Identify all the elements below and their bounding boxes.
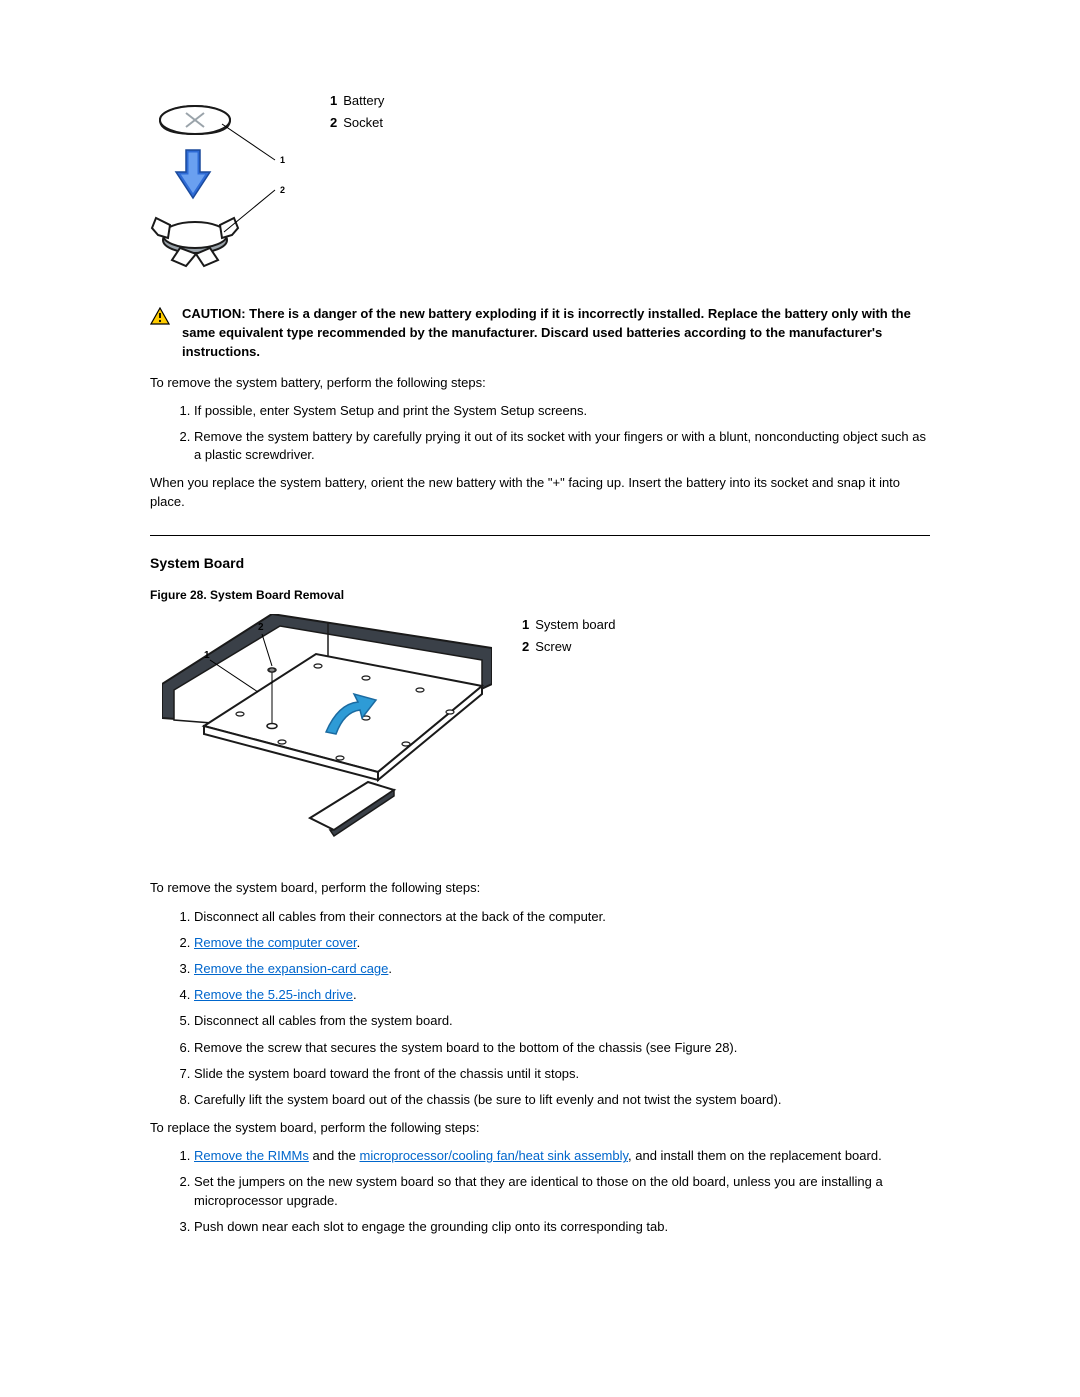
caution-text: CAUTION: There is a danger of the new ba… [182,305,930,362]
legend-label: Screw [535,636,621,658]
legend-label: Battery [343,90,390,112]
battery-replace-note: When you replace the system battery, ori… [150,474,930,510]
figure-battery-legend: 1 Battery 2 Socket [330,90,390,134]
legend-num: 2 [522,636,535,658]
list-item: Push down near each slot to engage the g… [194,1218,930,1236]
figure-battery-image: 1 2 [150,90,300,285]
link-remove-cage[interactable]: Remove the expansion-card cage [194,961,388,976]
text: , and install them on the replacement bo… [628,1148,882,1163]
caution-block: CAUTION: There is a danger of the new ba… [150,305,930,362]
caution-label: CAUTION: [182,306,246,321]
sb-replace-steps: Remove the RIMMs and the microprocessor/… [150,1147,930,1236]
section-divider [150,535,930,536]
figure-28-legend: 1 System board 2 Screw [522,614,621,658]
list-item: Disconnect all cables from the system bo… [194,1012,930,1030]
list-item: Remove the RIMMs and the microprocessor/… [194,1147,930,1165]
link-remove-cover[interactable]: Remove the computer cover [194,935,357,950]
link-microprocessor-assembly[interactable]: microprocessor/cooling fan/heat sink ass… [359,1148,628,1163]
list-item: Disconnect all cables from their connect… [194,908,930,926]
caution-body: There is a danger of the new battery exp… [182,306,911,359]
legend-num: 2 [330,112,343,134]
svg-text:1: 1 [204,650,210,661]
text: and the [309,1148,360,1163]
list-item: If possible, enter System Setup and prin… [194,402,930,420]
sb-remove-intro: To remove the system board, perform the … [150,879,930,897]
list-item: Remove the system battery by carefully p… [194,428,930,464]
figure-28-image: 1 2 [162,614,492,859]
figure-28-row: 1 2 1 System board 2 Screw [150,614,930,859]
figure-28-caption: Figure 28. System Board Removal [150,587,930,604]
list-item: Remove the expansion-card cage. [194,960,930,978]
sb-remove-steps: Disconnect all cables from their connect… [150,908,930,1110]
figure-battery-row: 1 2 1 Battery 2 Socket [150,90,930,285]
list-item: Set the jumpers on the new system board … [194,1173,930,1209]
legend-num: 1 [330,90,343,112]
link-remove-rimms[interactable]: Remove the RIMMs [194,1148,309,1163]
list-item: Carefully lift the system board out of t… [194,1091,930,1109]
section-title-system-board: System Board [150,554,930,574]
list-item: Remove the 5.25-inch drive. [194,986,930,1004]
text: . [357,935,361,950]
list-item: Remove the screw that secures the system… [194,1039,930,1057]
caution-icon [150,307,170,330]
legend-label: Socket [343,112,390,134]
svg-text:1: 1 [280,155,285,165]
battery-remove-intro: To remove the system battery, perform th… [150,374,930,392]
link-remove-drive[interactable]: Remove the 5.25-inch drive [194,987,353,1002]
list-item: Remove the computer cover. [194,934,930,952]
legend-label: System board [535,614,621,636]
list-item: Slide the system board toward the front … [194,1065,930,1083]
svg-text:2: 2 [280,185,285,195]
text: . [388,961,392,976]
legend-num: 1 [522,614,535,636]
battery-remove-steps: If possible, enter System Setup and prin… [150,402,930,465]
sb-replace-intro: To replace the system board, perform the… [150,1119,930,1137]
svg-text:2: 2 [258,622,264,633]
text: . [353,987,357,1002]
